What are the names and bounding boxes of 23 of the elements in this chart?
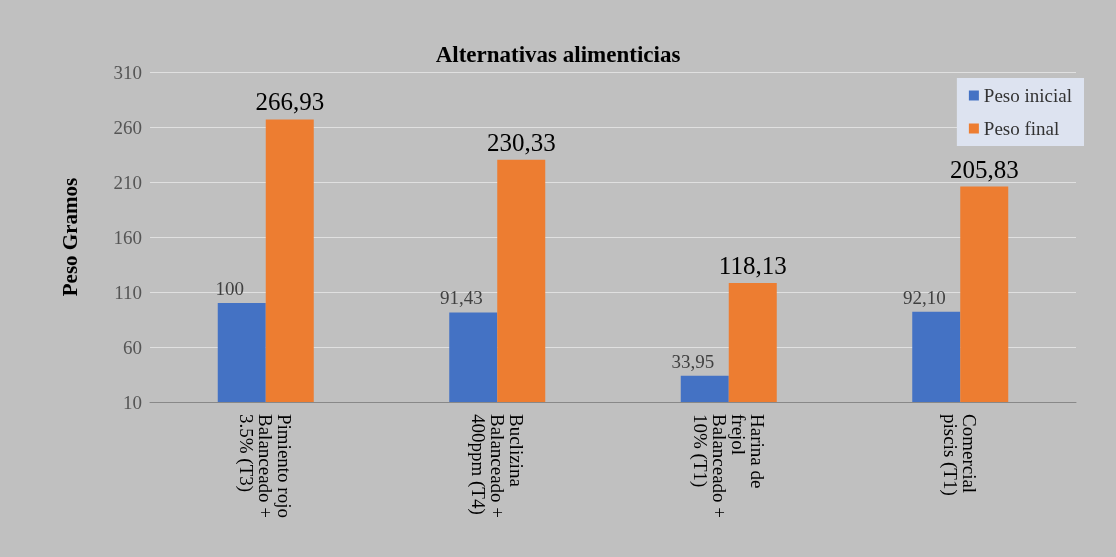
legend-label: Peso final: [983, 118, 1060, 139]
data-label: 92,10: [902, 286, 946, 308]
data-label: 230,33: [486, 128, 556, 156]
y-tick-label: 160: [113, 226, 142, 248]
x-tick-label: Pimiento rojo Balanceado + 3.5% (T3): [235, 414, 296, 519]
data-label: 205,83: [949, 155, 1019, 183]
data-label: 118,13: [718, 252, 787, 280]
y-tick-label: 10: [123, 391, 142, 413]
y-tick-label: 60: [123, 336, 142, 358]
y-tick-label: 110: [114, 281, 142, 303]
legend-label: Peso inicial: [983, 85, 1073, 106]
data-label: 33,95: [671, 350, 715, 372]
x-tick-label: Comercial piscis (T1): [939, 414, 981, 496]
x-tick-label: Buclizina Balanceado + 400ppm (T4): [466, 414, 527, 519]
y-tick-label: 310: [113, 61, 142, 83]
data-label: 91,43: [439, 287, 483, 309]
y-tick-label: 210: [113, 171, 142, 193]
x-tick-label: Harina de frejol Balanceado + 10% (T1): [688, 414, 768, 519]
y-axis-title: Peso Gramos: [57, 177, 82, 297]
chart-title: Alternativas alimenticias: [435, 42, 681, 67]
data-label: 100: [215, 278, 244, 299]
y-tick-label: 260: [113, 116, 142, 138]
data-label: 266,93: [255, 88, 325, 116]
